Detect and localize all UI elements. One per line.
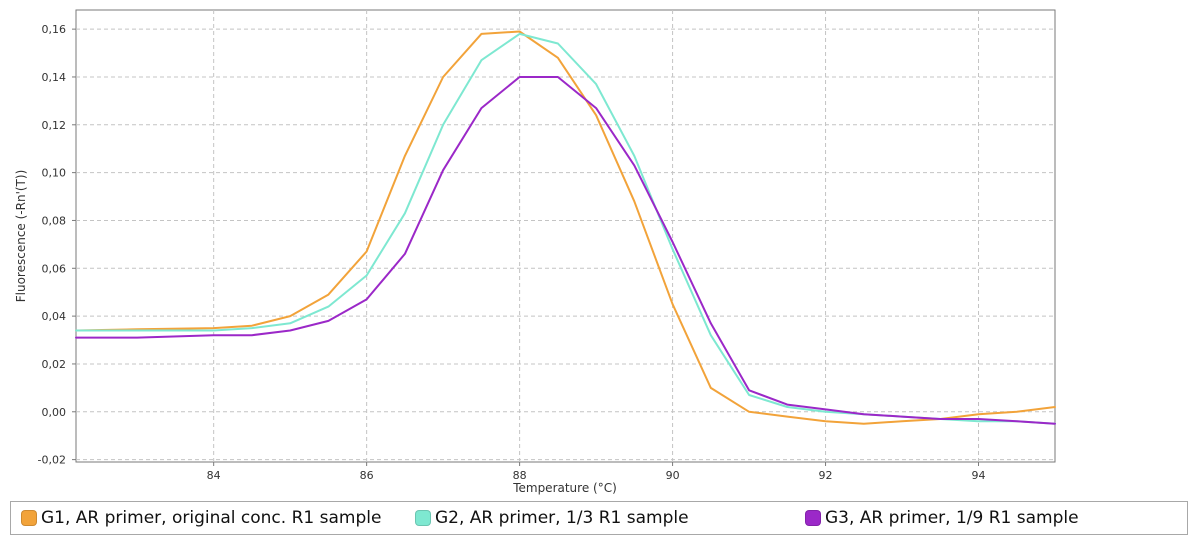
x-axis-ticks: 84 86 88 90 92 94 xyxy=(207,469,986,482)
y-tick-label: 0,04 xyxy=(42,310,67,323)
legend-swatch-g2 xyxy=(415,510,431,526)
x-tick-label: 92 xyxy=(819,469,833,482)
y-tick-label: 0,02 xyxy=(42,358,67,371)
legend-label-g2: G2, AR primer, 1/3 R1 sample xyxy=(435,508,689,528)
x-tick-label: 86 xyxy=(360,469,374,482)
y-tick-label: 0,16 xyxy=(42,23,67,36)
legend-label-g1: G1, AR primer, original conc. R1 sample xyxy=(41,508,382,528)
legend-label-g3: G3, AR primer, 1/9 R1 sample xyxy=(825,508,1079,528)
y-tick-label: 0,00 xyxy=(42,406,67,419)
legend: G1, AR primer, original conc. R1 sample … xyxy=(10,501,1188,535)
plot-background xyxy=(75,9,1056,463)
x-axis-title: Temperature (°C) xyxy=(512,481,617,495)
melt-curve-chart: -0,02 0,00 0,02 0,04 0,06 0,08 0,10 0,12 0,14 0,1… xyxy=(14,9,1056,495)
series-line-g3 xyxy=(75,76,1056,425)
legend-swatch-g1 xyxy=(21,510,37,526)
x-tick-label: 90 xyxy=(666,469,680,482)
x-tick-label: 88 xyxy=(513,469,527,482)
legend-item-g2[interactable]: G2, AR primer, 1/3 R1 sample xyxy=(415,502,689,534)
y-tick-label: -0,02 xyxy=(38,454,66,467)
y-tick-label: 0,14 xyxy=(42,71,67,84)
x-tick-label: 94 xyxy=(972,469,986,482)
legend-item-g3[interactable]: G3, AR primer, 1/9 R1 sample xyxy=(805,502,1079,534)
x-tick-label: 84 xyxy=(207,469,221,482)
chart-area: -0,02 0,00 0,02 0,04 0,06 0,08 0,10 0,12 0,14 0,1… xyxy=(14,9,1056,495)
series-line-g1 xyxy=(75,30,1056,425)
y-tick-label: 0,10 xyxy=(42,167,67,180)
y-axis-title: Fluorescence (-Rn'(T)) xyxy=(14,170,28,303)
y-axis-ticks: -0,02 0,00 0,02 0,04 0,06 0,08 0,10 0,12 0,14 0,1… xyxy=(38,23,66,466)
legend-item-g1[interactable]: G1, AR primer, original conc. R1 sample xyxy=(21,502,381,534)
y-tick-label: 0,12 xyxy=(42,119,67,132)
y-tick-label: 0,06 xyxy=(42,262,67,275)
y-tick-label: 0,08 xyxy=(42,214,67,227)
grid-lines xyxy=(72,10,1055,466)
legend-swatch-g3 xyxy=(805,510,821,526)
series-lines xyxy=(75,30,1056,425)
